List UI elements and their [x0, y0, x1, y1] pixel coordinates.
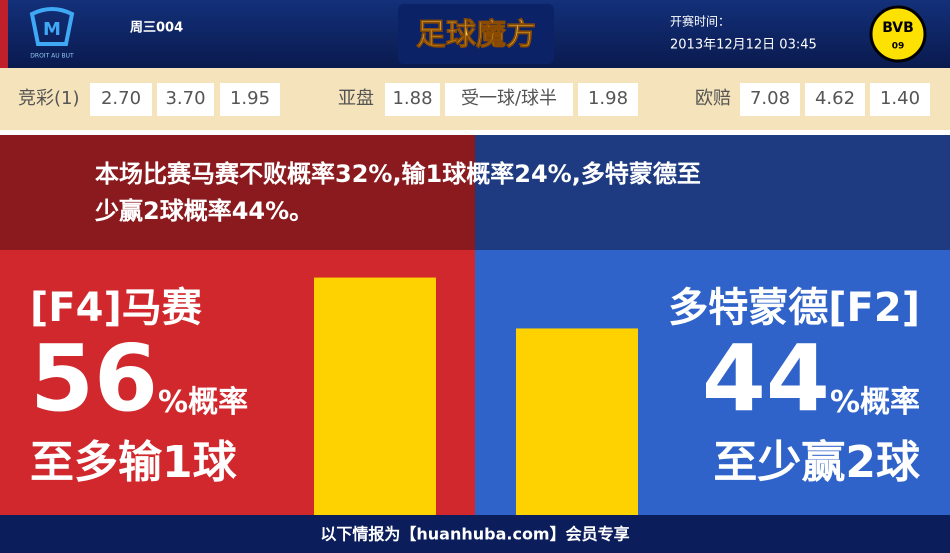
home-outcome: 至多输1球 — [30, 437, 238, 488]
home-percent-text: 56%概率 — [30, 325, 248, 432]
odds-value: 4.62 — [815, 88, 855, 109]
away-name: 多特蒙德[F2] — [668, 285, 920, 331]
odds-box — [740, 83, 800, 116]
probability-bar — [314, 277, 436, 515]
odds-value: 1.95 — [230, 88, 270, 109]
summary-bg-left — [0, 135, 475, 250]
footer-bg — [0, 515, 950, 553]
footer[interactable]: 以下情报为【huanhuba.com】会员专享 — [320, 525, 629, 544]
odds-value: 1.40 — [880, 88, 920, 109]
odds-label: 亚盘 — [338, 88, 374, 109]
odds-label: 欧赔 — [695, 88, 731, 109]
away-percent: 44 — [702, 325, 830, 432]
spacer — [0, 130, 950, 135]
home-percent: 56 — [30, 325, 158, 432]
away-logo-text: BVB — [882, 20, 914, 36]
home-logo: M DROIT AU BUT — [29, 7, 75, 60]
odds-box — [220, 83, 280, 116]
odds-box — [157, 83, 214, 116]
odds-value: 2.70 — [101, 88, 141, 109]
odds-box — [805, 83, 865, 116]
away-logo: BVB 09 — [869, 5, 927, 63]
summary-line: 本场比赛马赛不败概率32%,输1球概率24%,多特蒙德至 — [95, 160, 701, 188]
probability-bar — [516, 328, 638, 515]
odds-value: 7.08 — [750, 88, 790, 109]
summary-line: 少赢2球概率44%。 — [94, 197, 313, 225]
odds-box — [90, 83, 152, 116]
time-label: 开赛时间： — [670, 14, 730, 29]
site-logo: 足球魔方 — [416, 18, 536, 53]
home-name: [F4]马赛 — [30, 285, 203, 331]
svg-text:M: M — [43, 19, 61, 40]
away-outcome: 至少赢2球 — [713, 437, 921, 488]
odds-box — [385, 83, 440, 116]
odds-value: 受一球/球半 — [461, 88, 557, 109]
home-unit: %概率 — [158, 385, 248, 420]
summary-bg-right — [475, 135, 950, 250]
odds-value: 3.70 — [165, 88, 205, 109]
match-no: 周三004 — [130, 21, 183, 36]
odds-value: 1.98 — [588, 88, 628, 109]
header-edge — [0, 0, 8, 68]
home-logo-caption: DROIT AU BUT — [30, 53, 74, 60]
odds-label: 竞彩(1) — [18, 88, 80, 109]
away-unit: %概率 — [830, 385, 920, 420]
odds-box — [870, 83, 930, 116]
odds-box — [578, 83, 638, 116]
away-percent-text: 44%概率 — [702, 325, 920, 432]
odds-box — [445, 83, 573, 116]
site-logo-bg — [398, 4, 554, 64]
away-logo-year: 09 — [892, 42, 905, 52]
match-time: 2013年12月12日 03:45 — [670, 38, 817, 53]
odds-value: 1.88 — [392, 88, 432, 109]
